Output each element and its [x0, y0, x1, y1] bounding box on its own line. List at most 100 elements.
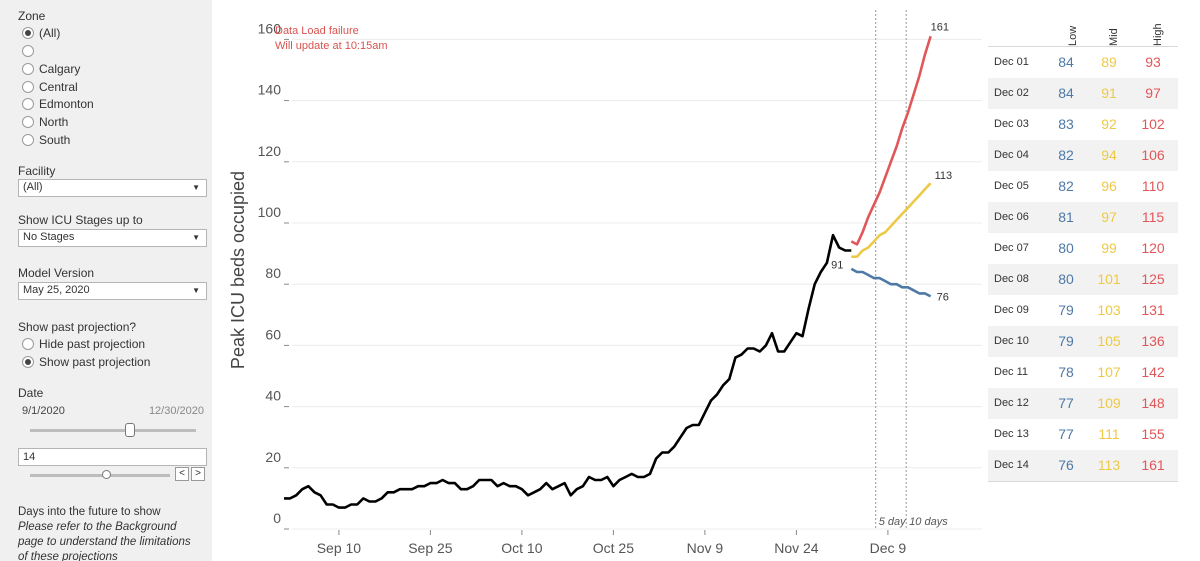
icu-stages-filter-title: Show ICU Stages up to: [18, 213, 143, 227]
row-low-value: 81: [1058, 209, 1074, 225]
last-actual-label: 91: [831, 260, 843, 272]
zone-option-all[interactable]: (All): [22, 25, 60, 41]
table-bottom-divider: [988, 481, 1178, 482]
x-tick-label: Oct 10: [501, 540, 542, 556]
row-mid-value: 89: [1101, 54, 1117, 70]
row-low-value: 78: [1058, 364, 1074, 380]
radio-selected-icon[interactable]: [22, 27, 34, 39]
row-high-value: 125: [1141, 271, 1165, 287]
days-future-note-text: Please refer to the Background page to u…: [18, 521, 191, 561]
radio-selected-icon[interactable]: [22, 356, 34, 368]
chevron-down-icon[interactable]: ▼: [192, 183, 200, 192]
icu-stages-select[interactable]: No Stages ▼: [18, 229, 207, 247]
mid-end-label: 113: [935, 170, 953, 182]
radio-icon[interactable]: [22, 116, 34, 128]
model-version-select[interactable]: May 25, 2020 ▼: [18, 282, 207, 300]
x-tick-label: Sep 10: [317, 540, 362, 556]
zone-option-label: Edmonton: [39, 97, 94, 111]
facility-select-value: (All): [23, 181, 43, 193]
row-low-value: 76: [1058, 457, 1074, 473]
row-high-value: 161: [1141, 457, 1165, 473]
zone-option-label: North: [39, 115, 69, 129]
date-slider-track[interactable]: [30, 429, 196, 432]
row-mid-value: 94: [1101, 147, 1117, 163]
zone-option-central[interactable]: Central: [22, 79, 78, 95]
model-version-select-value: May 25, 2020: [23, 284, 90, 296]
row-high-value: 142: [1141, 364, 1165, 380]
past-projection-filter-title: Show past projection?: [18, 320, 137, 334]
row-mid-value: 109: [1097, 395, 1121, 411]
hide-past-projection-option[interactable]: Hide past projection: [22, 336, 145, 352]
row-high-value: 131: [1141, 302, 1165, 318]
zone-option-south[interactable]: South: [22, 132, 70, 148]
radio-icon[interactable]: [22, 98, 34, 110]
facility-select[interactable]: (All) ▼: [18, 179, 207, 197]
alert-line-1: Data Load failure: [275, 25, 359, 37]
y-tick-label: 120: [258, 143, 282, 159]
zone-filter-title: Zone: [18, 9, 46, 23]
row-mid-value: 101: [1097, 271, 1121, 287]
chevron-left-icon[interactable]: <: [175, 467, 189, 481]
radio-icon[interactable]: [22, 63, 34, 75]
icu-projection-chart: 0 20 40 60 80 100 120 140 160 Peak ICU beds occup…: [212, 0, 987, 561]
row-mid-value: 113: [1097, 457, 1121, 473]
show-past-projection-option[interactable]: Show past projection: [22, 354, 150, 370]
row-mid-value: 91: [1101, 85, 1117, 101]
projection-table: Low Mid High Dec 01 84 89 93 Dec 02 84 91 97 Dec…: [988, 0, 1178, 561]
column-header-high: High: [1150, 6, 1170, 46]
row-date: Dec 08: [994, 273, 1029, 285]
radio-icon[interactable]: [22, 81, 34, 93]
high-end-label: 161: [931, 21, 949, 33]
date-filter-title: Date: [18, 386, 44, 400]
row-high-value: 93: [1145, 54, 1161, 70]
row-date: Dec 07: [994, 242, 1029, 254]
row-high-value: 148: [1141, 395, 1165, 411]
table-row: Dec 05 82 96 110: [988, 171, 1178, 202]
row-date: Dec 11: [994, 366, 1029, 378]
zone-option-label: Calgary: [39, 62, 81, 76]
days-slider-track[interactable]: [30, 474, 170, 477]
row-date: Dec 02: [994, 87, 1029, 99]
zone-option-label: South: [39, 133, 71, 147]
chevron-down-icon[interactable]: ▼: [192, 286, 200, 295]
chevron-down-icon[interactable]: ▼: [192, 233, 200, 242]
days-future-note: Please refer to the Background page to u…: [18, 520, 203, 561]
zone-option-blank[interactable]: [22, 43, 39, 59]
row-date: Dec 14: [994, 459, 1029, 471]
zone-option-label: (All): [39, 26, 61, 40]
row-low-value: 83: [1058, 116, 1074, 132]
table-row: Dec 08 80 101 125: [988, 264, 1178, 295]
row-mid-value: 99: [1101, 240, 1117, 256]
days-slider-handle[interactable]: [102, 470, 111, 479]
row-low-value: 79: [1058, 333, 1074, 349]
low-end-label: 76: [937, 291, 949, 303]
days-input-field[interactable]: 14: [18, 448, 207, 466]
zone-option-north[interactable]: North: [22, 114, 68, 130]
row-low-value: 80: [1058, 271, 1074, 287]
row-high-value: 106: [1141, 147, 1165, 163]
reference-line-label: 5 day: [879, 516, 907, 528]
icu-stages-select-value: No Stages: [23, 231, 75, 243]
column-header-low: Low: [1065, 6, 1085, 46]
column-header-label: Mid: [1108, 28, 1120, 46]
column-header-mid: Mid: [1106, 6, 1126, 46]
radio-icon[interactable]: [22, 45, 34, 57]
y-tick-label: 80: [265, 265, 281, 281]
chevron-right-icon[interactable]: >: [191, 467, 205, 481]
table-header-divider: [988, 46, 1178, 47]
row-low-value: 80: [1058, 240, 1074, 256]
zone-option-edmonton[interactable]: Edmonton: [22, 96, 94, 112]
y-tick-label: 0: [273, 510, 281, 526]
table-row: Dec 13 77 111 155: [988, 419, 1178, 450]
row-high-value: 110: [1141, 178, 1165, 194]
row-low-value: 79: [1058, 302, 1074, 318]
radio-icon[interactable]: [22, 338, 34, 350]
row-mid-value: 105: [1097, 333, 1121, 349]
row-date: Dec 12: [994, 397, 1029, 409]
filter-panel: Zone (All) Calgary Central Edmonton Nort…: [0, 0, 212, 561]
zone-option-calgary[interactable]: Calgary: [22, 61, 80, 77]
radio-icon[interactable]: [22, 134, 34, 146]
x-tick-label: Nov 9: [687, 540, 724, 556]
alert-line-2: Will update at 10:15am: [275, 40, 388, 52]
date-slider-handle[interactable]: [124, 423, 135, 437]
